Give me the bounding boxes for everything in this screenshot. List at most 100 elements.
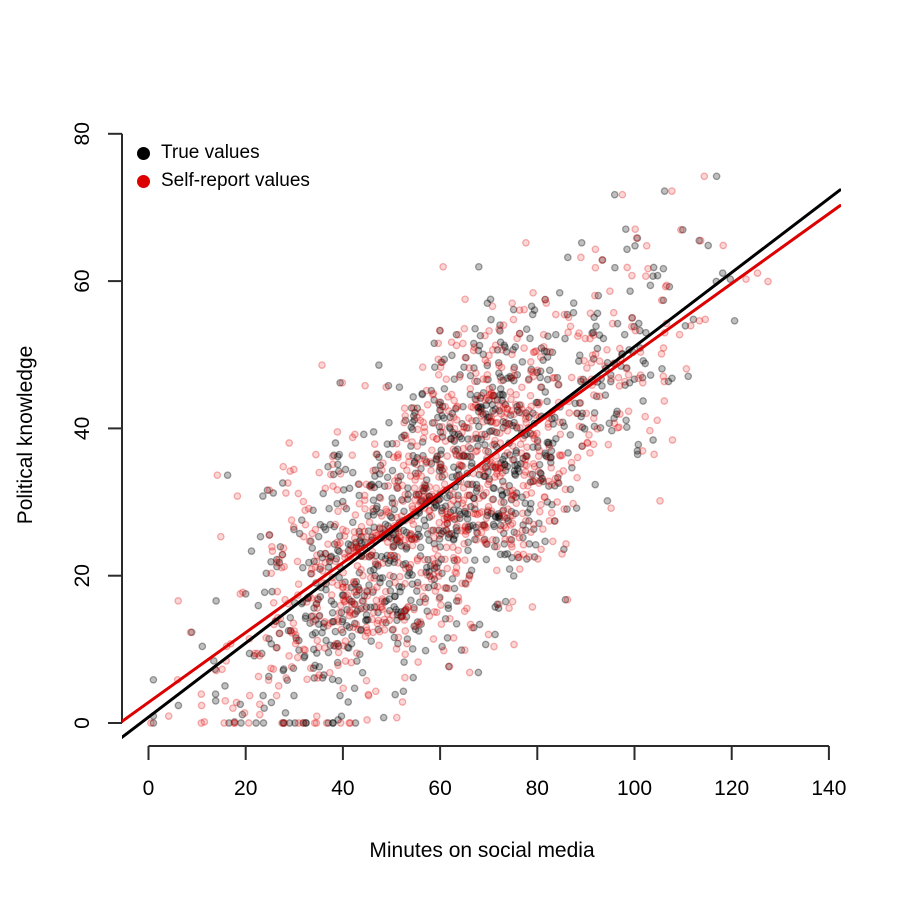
scatter-point-selfreport — [534, 467, 543, 476]
scatter-point-selfreport — [545, 517, 554, 525]
y-tick-label: 60 — [71, 269, 94, 292]
scatter-point-selfreport — [473, 529, 482, 538]
scatter-point-true — [254, 601, 263, 610]
scatter-point-true — [290, 525, 298, 534]
scatter-point-selfreport — [528, 603, 537, 611]
scatter-point-true — [496, 373, 505, 381]
scatter-point-selfreport — [591, 291, 599, 300]
scatter-point-true — [513, 370, 522, 379]
scatter-point-selfreport — [323, 621, 332, 630]
scatter-point-selfreport — [458, 452, 467, 461]
scatter-point-true — [369, 496, 378, 505]
scatter-point-true — [324, 648, 333, 657]
scatter-point-selfreport — [236, 590, 245, 598]
scatter-point-true — [259, 719, 268, 727]
scatter-point-true — [307, 569, 315, 578]
scatter-point-true — [395, 582, 403, 591]
scatter-point-selfreport — [338, 579, 347, 588]
scatter-point-selfreport — [481, 447, 490, 455]
scatter-point-true — [371, 466, 380, 474]
scatter-point-selfreport — [361, 504, 369, 513]
scatter-point-selfreport — [490, 427, 498, 436]
scatter-point-true — [438, 642, 446, 651]
scatter-point-true — [522, 452, 530, 461]
scatter-point-selfreport — [348, 433, 357, 442]
scatter-point-true — [471, 505, 479, 513]
scatter-point-selfreport — [338, 583, 347, 592]
scatter-point-selfreport — [491, 341, 500, 350]
scatter-point-selfreport — [516, 440, 525, 449]
scatter-point-true — [511, 471, 520, 480]
scatter-point-true — [353, 607, 361, 615]
scatter-point-true — [480, 472, 488, 481]
scatter-point-selfreport — [312, 712, 321, 721]
scatter-point-true — [269, 489, 278, 497]
scatter-point-true — [563, 310, 572, 319]
scatter-point-true — [364, 527, 373, 535]
scatter-point-true — [174, 701, 183, 710]
scatter-point-true — [554, 479, 563, 488]
scatter-point-selfreport — [399, 461, 408, 470]
scatter-point-selfreport — [282, 674, 291, 682]
scatter-point-true — [357, 625, 365, 634]
scatter-point-selfreport — [359, 597, 368, 605]
scatter-point-true — [370, 603, 379, 611]
scatter-point-true — [382, 618, 390, 627]
scatter-point-true — [309, 506, 317, 515]
scatter-point-true — [264, 672, 273, 681]
scatter-point-selfreport — [396, 612, 405, 621]
scatter-point-true — [430, 363, 439, 372]
scatter-point-true — [401, 416, 410, 425]
scatter-point-selfreport — [406, 472, 415, 480]
scatter-point-selfreport — [498, 507, 507, 516]
scatter-point-selfreport — [318, 361, 326, 369]
scatter-point-true — [401, 559, 410, 568]
scatter-point-selfreport — [230, 719, 239, 727]
scatter-point-selfreport — [470, 343, 479, 352]
scatter-point-true — [468, 459, 476, 467]
scatter-point-true — [389, 543, 398, 551]
scatter-point-selfreport — [343, 583, 351, 592]
scatter-point-true — [212, 597, 220, 605]
scatter-point-selfreport — [441, 437, 450, 445]
scatter-point-true — [312, 600, 321, 608]
scatter-point-selfreport — [394, 633, 403, 642]
x-axis-title: Minutes on social media — [369, 839, 595, 862]
scatter-point-selfreport — [362, 676, 371, 685]
x-tick-label: 60 — [428, 777, 451, 800]
scatter-point-true — [499, 529, 508, 538]
scatter-point-true — [462, 424, 471, 432]
scatter-point-true — [283, 676, 292, 685]
legend-marker-selfreport-icon — [137, 174, 150, 188]
scatter-point-true — [519, 454, 527, 463]
scatter-point-true — [486, 418, 495, 426]
scatter-point-selfreport — [581, 334, 590, 343]
scatter-point-true — [599, 334, 608, 343]
scatter-point-true — [307, 612, 316, 621]
scatter-point-true — [712, 172, 721, 181]
scatter-point-true — [352, 543, 361, 551]
scatter-point-selfreport — [239, 588, 247, 597]
scatter-point-selfreport — [197, 690, 206, 698]
scatter-point-true — [450, 430, 459, 439]
scatter-point-true — [440, 414, 448, 422]
scatter-point-true — [309, 664, 318, 673]
scatter-point-true — [492, 442, 501, 451]
scatter-point-true — [668, 374, 676, 383]
scatter-point-true — [553, 373, 562, 382]
scatter-point-selfreport — [623, 263, 632, 272]
scatter-point-selfreport — [525, 553, 534, 561]
scatter-point-selfreport — [416, 416, 425, 425]
scatter-point-selfreport — [174, 597, 183, 605]
scatter-point-selfreport — [427, 511, 436, 520]
scatter-point-true — [511, 461, 519, 470]
scatter-point-true — [526, 505, 535, 513]
scatter-point-selfreport — [340, 598, 349, 606]
scatter-point-selfreport — [513, 334, 521, 343]
scatter-point-true — [402, 543, 411, 552]
scatter-point-true — [328, 617, 337, 626]
scatter-point-selfreport — [660, 397, 669, 405]
scatter-point-selfreport — [494, 463, 503, 472]
scatter-point-true — [494, 513, 502, 522]
scatter-point-true — [525, 540, 534, 548]
